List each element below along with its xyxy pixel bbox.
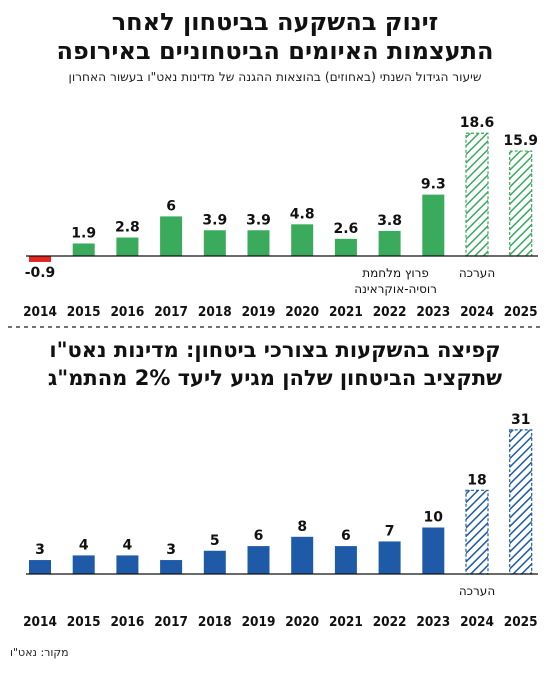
chart1-x-tick-2014: 2014 xyxy=(23,304,57,320)
chart2-x-tick-2017: 2017 xyxy=(154,614,188,630)
chart1-x-tick-2023: 2023 xyxy=(416,304,450,320)
chart2-value-label-2024: 18 xyxy=(467,472,486,488)
chart2-bar-2025 xyxy=(509,429,533,575)
chart1-bar-2025 xyxy=(509,150,533,257)
chart2-x-tick-2025: 2025 xyxy=(504,614,538,630)
chart2-bar-2021 xyxy=(334,546,357,574)
chart1-value-label-2015: 1.9 xyxy=(71,225,96,241)
chart1-x-tick-2024: 2024 xyxy=(460,304,494,320)
chart2-bar-2022 xyxy=(378,541,401,574)
chart2-value-label-2015: 4 xyxy=(79,537,89,553)
chart2-x-tick-2020: 2020 xyxy=(285,614,319,630)
chart1-value-label-2021: 2.6 xyxy=(333,221,358,237)
chart1-x-tick-2015: 2015 xyxy=(67,304,101,320)
chart1-value-label-2020: 4.8 xyxy=(290,206,315,222)
chart2-bar-2018 xyxy=(203,550,226,574)
chart2-value-label-2020: 8 xyxy=(297,519,307,535)
chart1-x-tick-2017: 2017 xyxy=(154,304,188,320)
chart2-bar-2016 xyxy=(116,555,139,574)
chart1-bar-2015 xyxy=(72,243,95,256)
chart2-bar-2023 xyxy=(422,527,445,574)
chart2-value-label-2022: 7 xyxy=(385,523,395,539)
chart2-x-tick-2015: 2015 xyxy=(67,614,101,630)
chart1-x-tick-2025: 2025 xyxy=(504,304,538,320)
chart2-value-label-2018: 5 xyxy=(210,533,220,549)
chart1-title: זינוק בהשקעה בביטחון לאחר התעצמות האיומי… xyxy=(10,8,540,66)
chart1-plot: -0.9 2014 1.9 2015 2.8 2016 6 2017 3.9 2018 3.9 201… xyxy=(23,115,538,320)
chart1-title-line2: התעצמות האיומים הביטחוניים באירופה xyxy=(56,37,494,65)
chart1-bar-2020 xyxy=(291,224,314,256)
chart2-bar-2024 xyxy=(465,489,489,575)
chart2-x-tick-2018: 2018 xyxy=(198,614,232,630)
chart1-x-tick-2022: 2022 xyxy=(373,304,407,320)
chart2-bar-2014 xyxy=(29,560,51,574)
chart2-x-tick-2016: 2016 xyxy=(110,614,144,630)
chart1-value-label-2019: 3.9 xyxy=(246,212,271,228)
chart1-annotation-line-1: רוסיה-אוקראינה xyxy=(354,282,437,296)
chart1-value-label-2025: 15.9 xyxy=(503,133,538,149)
chart2-x-tick-2024: 2024 xyxy=(460,614,494,630)
chart1-x-tick-2020: 2020 xyxy=(285,304,319,320)
chart2-value-label-2019: 6 xyxy=(254,528,264,544)
chart1-bar-2022 xyxy=(378,230,401,256)
chart2-x-tick-2014: 2014 xyxy=(23,614,57,630)
chart1-title-line1: זינוק בהשקעה בביטחון לאחר xyxy=(111,8,439,36)
chart2-x-tick-2021: 2021 xyxy=(329,614,363,630)
chart2-bar-2019 xyxy=(247,546,270,574)
chart2-value-label-2014: 3 xyxy=(35,542,45,558)
chart1-bar-2017 xyxy=(160,216,183,256)
chart1-value-label-2022: 3.8 xyxy=(377,213,402,229)
chart2-value-label-2025: 31 xyxy=(511,412,530,428)
chart1-x-tick-2019: 2019 xyxy=(242,304,276,320)
chart1-value-label-2014: -0.9 xyxy=(25,265,56,281)
chart2-title-line2: שתקציב הביטחון שלהן מגיע ליעד 2% מהתמ"ג xyxy=(47,366,503,390)
chart2-x-tick-2023: 2023 xyxy=(416,614,450,630)
chart1-value-label-2023: 9.3 xyxy=(421,177,446,193)
chart2-value-label-2021: 6 xyxy=(341,528,351,544)
chart1-x-tick-2021: 2021 xyxy=(329,304,363,320)
chart1-bar-2018 xyxy=(203,230,226,256)
chart2-bar-2015 xyxy=(72,555,95,574)
source-note: מקור: נאט"ו xyxy=(10,646,69,659)
chart1-value-label-2017: 6 xyxy=(166,198,176,214)
chart1-x-tick-2018: 2018 xyxy=(198,304,232,320)
chart2-bar-2020 xyxy=(291,536,314,574)
chart2-estimate-label: הערכה xyxy=(459,584,495,598)
chart1-bar-2016 xyxy=(116,237,139,256)
chart1-estimate-label: הערכה xyxy=(459,266,495,280)
chart1-bar-2014 xyxy=(29,256,51,262)
chart1-value-label-2024: 18.6 xyxy=(460,115,495,131)
chart2-title-line1: קפיצה בהשקעות בצורכי ביטחון: מדינות נאט"… xyxy=(49,338,501,362)
chart1-bar-2019 xyxy=(247,230,270,256)
chart2-bar-2017 xyxy=(160,560,183,574)
chart1-bar-2021 xyxy=(334,238,357,256)
chart2-x-tick-2019: 2019 xyxy=(242,614,276,630)
chart2-value-label-2017: 3 xyxy=(166,542,176,558)
chart2-title: קפיצה בהשקעות בצורכי ביטחון: מדינות נאט"… xyxy=(10,336,540,392)
chart1-annotation-line-0: פרוץ מלחמת xyxy=(362,266,429,280)
chart2-plot: 3 2014 4 2015 4 2016 3 2017 5 2018 6 2019 8 2020 6 2021… xyxy=(23,412,538,630)
chart1-value-label-2016: 2.8 xyxy=(115,220,140,236)
chart1-x-tick-2016: 2016 xyxy=(110,304,144,320)
chart2-value-label-2016: 4 xyxy=(123,537,133,553)
chart2-x-tick-2022: 2022 xyxy=(373,614,407,630)
chart1-value-label-2018: 3.9 xyxy=(202,212,227,228)
chart1-bar-2024 xyxy=(465,132,489,257)
chart1-subtitle: שיעור הגידול השנתי (באחוזים) בהוצאות ההג… xyxy=(68,70,482,84)
chart1-bar-2023 xyxy=(422,194,445,256)
chart2-value-label-2023: 10 xyxy=(424,510,444,526)
